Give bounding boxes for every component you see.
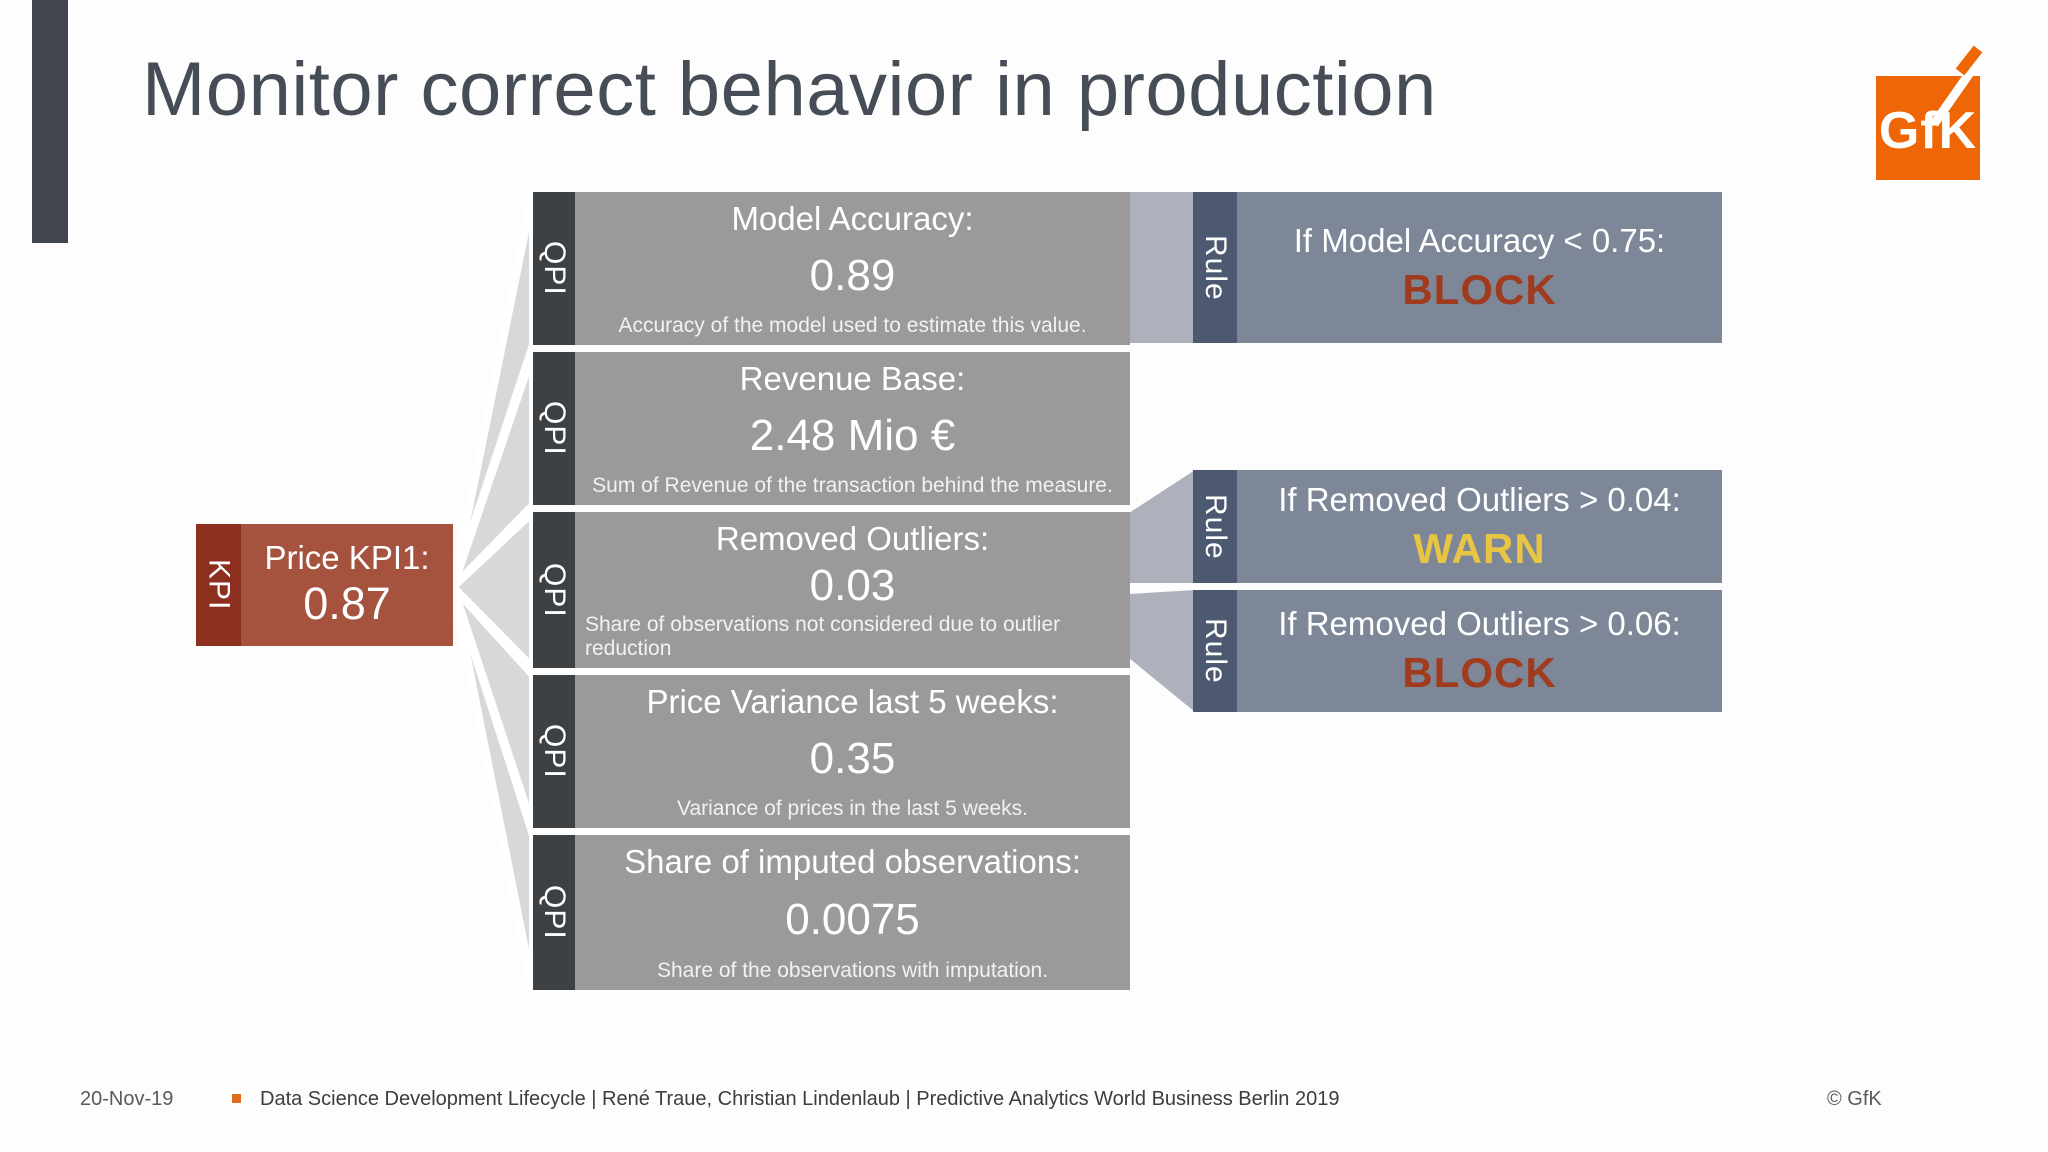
qpi-tab-label: QPI <box>533 675 575 828</box>
qpi-value: 0.89 <box>809 251 896 300</box>
kpi-tab-label: KPI <box>196 524 241 646</box>
qpi-title: Revenue Base: <box>739 360 966 397</box>
rule-condition: If Model Accuracy < 0.75: <box>1293 221 1666 259</box>
qpi-description: Share of the observations with imputatio… <box>656 959 1049 982</box>
qpi-value: 0.0075 <box>785 895 920 944</box>
rule-tab-label: Rule <box>1193 192 1237 343</box>
gfk-logo-text: GfK <box>1878 102 1978 160</box>
footer-text: Data Science Development Lifecycle | Ren… <box>260 1088 1340 1110</box>
qpi-body: Share of imputed observations: 0.0075 Sh… <box>575 835 1130 990</box>
qpi-box-removed-outliers: QPI Removed Outliers: 0.03 Share of obse… <box>533 512 1130 668</box>
rule-action-block: BLOCK <box>1402 649 1557 696</box>
qpi-box-price-variance: QPI Price Variance last 5 weeks: 0.35 Va… <box>533 675 1130 828</box>
rule-box-outliers-warn: Rule If Removed Outliers > 0.04: WARN <box>1193 470 1722 583</box>
qpi-body: Price Variance last 5 weeks: 0.35 Varian… <box>575 675 1130 828</box>
kpi-qpi-fan <box>449 188 537 994</box>
qpi-tab-label: QPI <box>533 835 575 990</box>
kpi-value: 0.87 <box>303 577 391 629</box>
rule-condition: If Removed Outliers > 0.06: <box>1278 605 1681 642</box>
kpi-title: Price KPI1: <box>264 539 430 577</box>
qpi-title: Removed Outliers: <box>715 520 990 557</box>
rule-action-block: BLOCK <box>1402 265 1557 313</box>
footer-bullet-icon <box>232 1094 241 1103</box>
rule-tab-label: Rule <box>1193 590 1237 712</box>
qpi-description: Accuracy of the model used to estimate t… <box>618 314 1087 337</box>
qpi-tab-label: QPI <box>533 352 575 505</box>
qpi-rule-connectors <box>1129 192 1195 712</box>
qpi-value: 0.03 <box>809 560 896 610</box>
gfk-logo-icon <box>1876 45 1983 180</box>
qpi-description: Sum of Revenue of the transaction behind… <box>592 474 1113 497</box>
qpi-description: Variance of prices in the last 5 weeks. <box>677 797 1028 820</box>
rule-body: If Removed Outliers > 0.06: BLOCK <box>1237 590 1722 712</box>
qpi-title: Model Accuracy: <box>731 200 974 237</box>
rule-condition: If Removed Outliers > 0.04: <box>1278 480 1681 518</box>
rule-box-model-accuracy-block: Rule If Model Accuracy < 0.75: BLOCK <box>1193 192 1722 343</box>
qpi-body: Model Accuracy: 0.89 Accuracy of the mod… <box>575 192 1130 345</box>
accent-bar <box>32 0 68 243</box>
gfk-logo: GfK <box>1876 45 1994 180</box>
qpi-box-imputed-observations: QPI Share of imputed observations: 0.007… <box>533 835 1130 990</box>
rule1-connector <box>1129 192 1195 343</box>
qpi-title: Share of imputed observations: <box>624 843 1081 880</box>
qpi-tab-label: QPI <box>533 512 575 668</box>
qpi-value: 2.48 Mio € <box>749 411 956 460</box>
kpi-body: Price KPI1: 0.87 <box>241 524 453 646</box>
rule-tab-label: Rule <box>1193 470 1237 583</box>
qpi-description: Share of observations not considered due… <box>585 613 1061 660</box>
page-title: Monitor correct behavior in production <box>142 47 1437 132</box>
rule-action-warn: WARN <box>1413 524 1546 572</box>
rule-body: If Removed Outliers > 0.04: WARN <box>1237 470 1722 583</box>
qpi-tab-label: QPI <box>533 192 575 345</box>
rule2-connector <box>1129 470 1195 583</box>
rule-box-outliers-block: Rule If Removed Outliers > 0.06: BLOCK <box>1193 590 1722 712</box>
footer-copyright: © GfK <box>1827 1088 1882 1110</box>
kpi-box: KPI Price KPI1: 0.87 <box>196 524 453 646</box>
qpi-box-revenue-base: QPI Revenue Base: 2.48 Mio € Sum of Reve… <box>533 352 1130 505</box>
footer-date: 20-Nov-19 <box>80 1088 174 1110</box>
qpi-body: Removed Outliers: 0.03 Share of observat… <box>575 512 1130 668</box>
rule-body: If Model Accuracy < 0.75: BLOCK <box>1237 192 1722 343</box>
qpi-body: Revenue Base: 2.48 Mio € Sum of Revenue … <box>575 352 1130 505</box>
qpi-box-model-accuracy: QPI Model Accuracy: 0.89 Accuracy of the… <box>533 192 1130 345</box>
qpi-title: Price Variance last 5 weeks: <box>646 683 1059 720</box>
qpi-value: 0.35 <box>809 734 896 783</box>
rule3-connector <box>1129 590 1195 712</box>
